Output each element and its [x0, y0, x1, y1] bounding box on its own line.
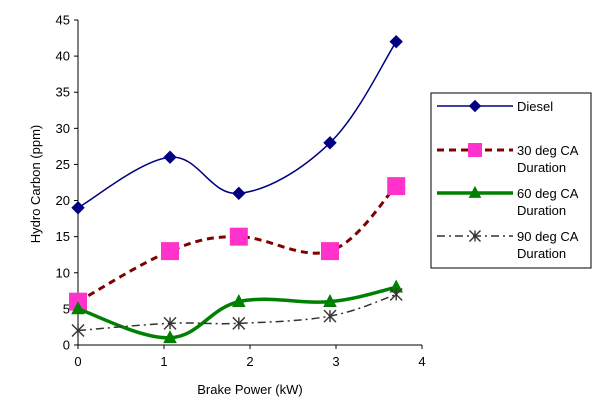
x-tick-label: 0	[74, 354, 81, 369]
legend-label-30-deg-ca-duration: 30 deg CA	[517, 143, 579, 158]
legend-marker-90-deg-ca-duration	[469, 230, 481, 242]
legend-label-90-deg-ca-duration: 90 deg CA	[517, 229, 579, 244]
data-point-90-deg-ca-duration	[389, 287, 403, 301]
legend-item-60-deg-ca-duration: 60 deg CA Duration	[437, 185, 579, 218]
data-point-60-deg-ca-duration	[163, 330, 177, 344]
data-point-diesel	[232, 186, 246, 201]
y-tick-label: 0	[63, 338, 70, 353]
y-tick-label: 30	[56, 121, 70, 136]
data-point-30-deg-ca-duration	[161, 242, 180, 261]
axes-layer: 0 5 10 15 20 25 30 35 40 45 0 1 2 3 4	[56, 13, 426, 370]
data-point-60-deg-ca-duration	[231, 293, 246, 307]
legend-label-60-deg-ca-duration: 60 deg CA	[517, 186, 579, 201]
legend-marker-diesel	[468, 99, 482, 113]
series-60-deg-ca-duration	[71, 279, 404, 344]
data-point-30-deg-ca-duration	[387, 177, 406, 196]
series-layer	[69, 34, 406, 344]
data-point-diesel	[163, 150, 177, 164]
legend-label-diesel: Diesel	[517, 99, 553, 114]
y-tick-label: 45	[56, 13, 70, 28]
legend-box	[430, 92, 592, 269]
x-tick-label: 1	[160, 354, 167, 369]
y-tick-label: 15	[56, 229, 70, 244]
data-point-90-deg-ca-duration	[323, 309, 337, 323]
legend-label-30-deg-ca-duration: Duration	[517, 160, 566, 175]
legend-marker-30-deg-ca-duration	[468, 143, 482, 157]
y-tick-label: 35	[56, 85, 70, 100]
data-point-30-deg-ca-duration	[229, 227, 248, 246]
legend: Diesel 30 deg CA Duration 60 deg CA Duration…	[430, 92, 592, 269]
data-point-90-deg-ca-duration	[71, 324, 85, 338]
data-point-90-deg-ca-duration	[232, 316, 246, 330]
legend-item-30-deg-ca-duration: 30 deg CA Duration	[437, 143, 579, 175]
y-tick-label: 5	[63, 301, 70, 316]
x-axis-title: Brake Power (kW)	[197, 382, 302, 397]
legend-label-60-deg-ca-duration: Duration	[517, 203, 566, 218]
series-90-deg-ca-duration	[71, 287, 403, 338]
series-line-30-deg-ca-duration	[77, 185, 398, 303]
legend-item-diesel: Diesel	[437, 99, 553, 114]
data-point-30-deg-ca-duration	[320, 242, 339, 261]
legend-item-90-deg-ca-duration: 90 deg CA Duration	[437, 229, 579, 261]
data-point-90-deg-ca-duration	[163, 316, 177, 330]
legend-label-90-deg-ca-duration: Duration	[517, 246, 566, 261]
data-point-diesel	[323, 136, 337, 150]
y-tick-label: 25	[56, 157, 70, 172]
y-axis-title: Hydro Carbon (ppm)	[28, 125, 43, 244]
x-tick-label: 3	[332, 354, 339, 369]
data-point-60-deg-ca-duration	[71, 301, 85, 315]
y-tick-label: 10	[56, 265, 70, 280]
x-tick-label: 4	[418, 354, 425, 369]
data-point-60-deg-ca-duration	[323, 293, 337, 307]
y-tick-label: 20	[56, 193, 70, 208]
data-point-diesel	[389, 34, 403, 49]
legend-marker-60-deg-ca-duration	[468, 185, 482, 198]
series-diesel	[71, 34, 403, 215]
x-tick-label: 2	[246, 354, 253, 369]
series-line-90-deg-ca-duration	[77, 293, 397, 332]
data-point-diesel	[71, 201, 85, 215]
y-tick-label: 40	[56, 49, 70, 64]
